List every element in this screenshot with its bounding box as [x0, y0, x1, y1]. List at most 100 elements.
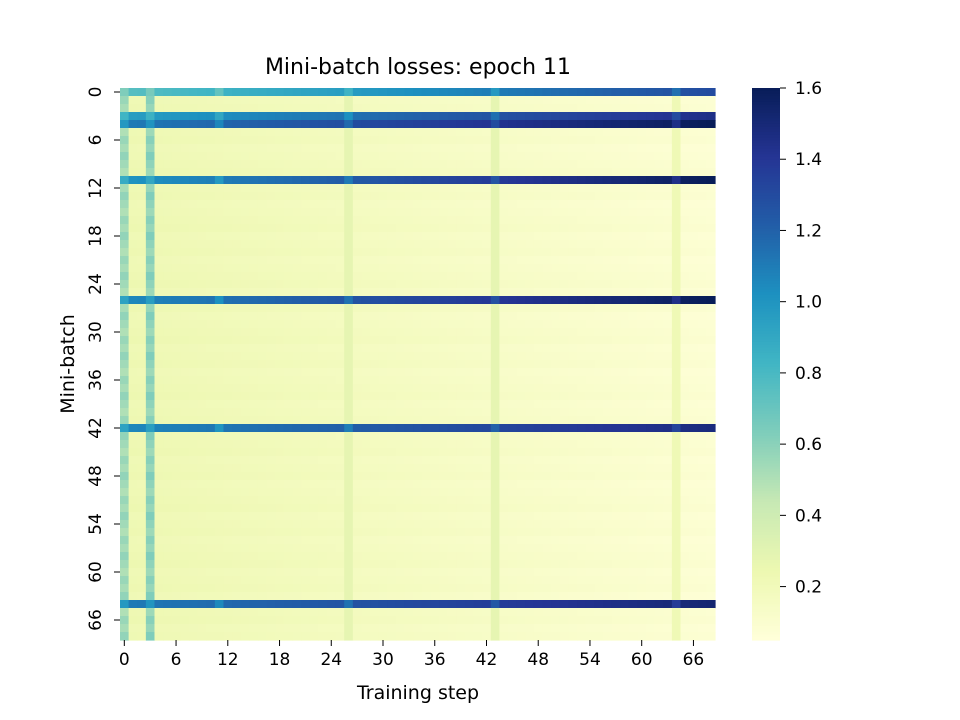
heatmap-cell — [180, 104, 190, 113]
heatmap-cell — [335, 392, 345, 401]
heatmap-cell — [439, 496, 449, 505]
heatmap-cell — [413, 232, 423, 241]
heatmap-cell — [223, 584, 233, 593]
heatmap-cell — [585, 400, 595, 409]
heatmap-cell — [542, 392, 552, 401]
heatmap-cell — [421, 464, 432, 473]
heatmap-cell — [318, 264, 328, 273]
colorbar-segment — [752, 157, 780, 161]
heatmap-cell — [559, 504, 569, 513]
heatmap-cell — [551, 616, 561, 625]
heatmap-cell — [361, 184, 371, 193]
heatmap-cell — [197, 280, 207, 289]
heatmap-cell — [171, 296, 181, 305]
heatmap-cell — [223, 408, 233, 417]
heatmap-cell — [697, 224, 707, 233]
heatmap-cell — [232, 240, 242, 249]
heatmap-cell — [240, 256, 250, 265]
heatmap-cell — [378, 320, 388, 329]
heatmap-cell — [628, 232, 638, 241]
heatmap-cell — [292, 528, 302, 537]
heatmap-cell — [206, 512, 216, 521]
heatmap-cell — [301, 512, 311, 521]
heatmap-cell — [214, 480, 225, 489]
heatmap-cell — [637, 320, 647, 329]
heatmap-cell — [120, 344, 130, 353]
heatmap-cell — [266, 288, 276, 297]
heatmap-cell — [240, 208, 250, 217]
heatmap-cell — [249, 160, 259, 169]
heatmap-cell — [387, 544, 397, 553]
heatmap-cell — [137, 464, 147, 473]
heatmap-cell — [559, 288, 569, 297]
heatmap-cell — [361, 464, 371, 473]
heatmap-cell — [447, 176, 457, 185]
heatmap-cell — [611, 96, 621, 105]
heatmap-cell — [663, 272, 673, 281]
heatmap-cell — [180, 504, 190, 513]
heatmap-cell — [275, 344, 285, 353]
heatmap-cell — [559, 608, 569, 617]
colorbar-segment — [752, 93, 780, 97]
heatmap-cell — [602, 512, 613, 521]
heatmap-cell — [602, 576, 613, 585]
heatmap-cell — [206, 128, 216, 137]
heatmap-cell — [120, 488, 130, 497]
heatmap-cell — [516, 536, 526, 545]
heatmap-cell — [180, 432, 190, 441]
heatmap-cell — [301, 232, 311, 241]
heatmap-cell — [223, 360, 233, 369]
heatmap-cell — [542, 264, 552, 273]
heatmap-cell — [568, 224, 578, 233]
heatmap-cell — [516, 168, 526, 177]
heatmap-cell — [206, 448, 216, 457]
heatmap-cell — [413, 528, 423, 537]
heatmap-cell — [352, 256, 363, 265]
heatmap-cell — [413, 424, 423, 433]
heatmap-cell — [697, 480, 707, 489]
heatmap-cell — [559, 120, 569, 129]
heatmap-cell — [611, 560, 621, 569]
heatmap-cell — [490, 144, 501, 153]
heatmap-cell — [568, 536, 578, 545]
heatmap-cell — [154, 456, 164, 465]
heatmap-cell — [671, 144, 682, 153]
heatmap-cell — [283, 400, 294, 409]
heatmap-cell — [533, 584, 544, 593]
heatmap-cell — [309, 248, 319, 257]
heatmap-cell — [508, 448, 518, 457]
heatmap-cell — [214, 400, 225, 409]
heatmap-cell — [232, 312, 242, 321]
heatmap-cell — [473, 224, 483, 233]
heatmap-cell — [309, 456, 319, 465]
heatmap-cell — [620, 400, 630, 409]
heatmap-cell — [283, 512, 294, 521]
heatmap-cell — [180, 616, 190, 625]
heatmap-cell — [439, 584, 449, 593]
heatmap-cell — [301, 624, 311, 633]
heatmap-cell — [447, 552, 457, 561]
heatmap-cell — [240, 560, 250, 569]
heatmap-cell — [697, 336, 707, 345]
heatmap-cell — [490, 192, 501, 201]
heatmap-cell — [533, 240, 544, 249]
heatmap-cell — [499, 360, 509, 369]
colorbar-segment — [752, 223, 780, 227]
colorbar-segment — [752, 159, 780, 164]
heatmap-cell — [318, 464, 328, 473]
heatmap-cell — [163, 240, 173, 249]
heatmap-cell — [120, 256, 130, 265]
heatmap-cell — [257, 112, 268, 121]
heatmap-cell — [266, 456, 276, 465]
colorbar-segment — [752, 231, 780, 235]
heatmap-cell — [275, 240, 285, 249]
heatmap-cell — [447, 328, 457, 337]
heatmap-cell — [594, 544, 604, 553]
heatmap-cell — [292, 344, 302, 353]
heatmap-cell — [266, 440, 276, 449]
heatmap-cell — [361, 320, 371, 329]
heatmap-cell — [292, 352, 302, 361]
heatmap-cell — [525, 528, 535, 537]
colorbar-segment — [752, 579, 780, 583]
heatmap-cell — [214, 472, 225, 481]
